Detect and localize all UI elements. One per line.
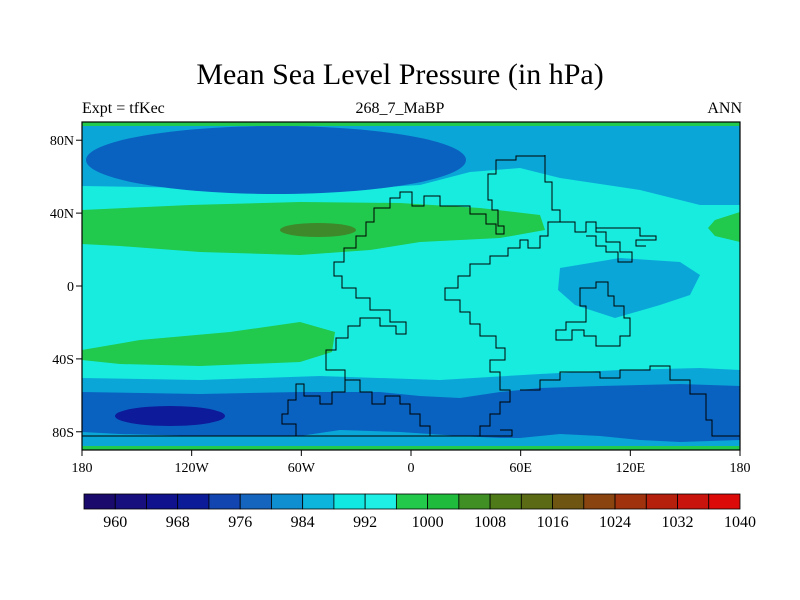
- colorbar-swatch: [239, 493, 272, 510]
- colorbar-swatch: [208, 493, 241, 510]
- colorbar-swatch: [395, 493, 429, 510]
- coastline-south-east: [520, 365, 740, 437]
- colorbar-swatch: [302, 493, 335, 510]
- colorbar-swatch: [427, 493, 460, 510]
- lat-tick-label: 80N: [50, 134, 74, 149]
- lat-tick-label: 40S: [52, 353, 74, 368]
- colorbar-swatch: [364, 493, 397, 510]
- colorbar-label: 1016: [537, 514, 569, 531]
- lon-tick-label: 180: [730, 461, 751, 476]
- lon-tick-label: 120W: [175, 461, 210, 476]
- lon-tick-label: 60W: [288, 461, 316, 476]
- ridge-1008-east: [708, 212, 740, 242]
- map-title: Mean Sea Level Pressure (in hPa): [196, 58, 604, 91]
- lon-tick-label: 0: [408, 461, 415, 476]
- colorbar-label: 968: [166, 514, 190, 531]
- colorbar-swatch: [552, 493, 585, 510]
- lat-tick-label: 80S: [52, 426, 74, 441]
- latitude-axis: 80N 40N 0 40S 80S: [50, 134, 82, 441]
- experiment-label: Expt = tfKec: [82, 100, 165, 117]
- coastline-east-strip: [596, 227, 657, 247]
- colorbar: 960 968 976 984 992 1000 1008 1016 1024 1032 1040: [83, 493, 756, 531]
- lon-tick-label: 180: [72, 461, 93, 476]
- lon-tick-label: 60E: [509, 461, 532, 476]
- coastline-cimmeria: [555, 281, 631, 347]
- coastline-east-arc: [560, 221, 633, 263]
- longitude-axis: 180 120W 60W 0 60E 120E 180: [72, 450, 751, 476]
- colorbar-label: 984: [291, 514, 315, 531]
- cell-1016: [280, 223, 356, 237]
- edge-north-1008: [82, 122, 740, 126]
- colorbar-label: 1024: [599, 514, 631, 531]
- colorbar-swatch: [645, 493, 678, 510]
- colorbar-swatch: [583, 493, 616, 510]
- colorbar-label: 960: [103, 514, 127, 531]
- region-992-east: [558, 258, 700, 318]
- lon-tick-label: 120E: [616, 461, 646, 476]
- lat-tick-label: 0: [67, 280, 74, 295]
- low-984-north: [86, 126, 466, 194]
- coastline-pangea: [82, 155, 561, 437]
- low-976-south: [115, 406, 225, 426]
- belt-984-south: [82, 384, 740, 442]
- colorbar-swatch: [708, 493, 741, 510]
- colorbar-swatch: [177, 493, 210, 510]
- period-label: 268_7_MaBP: [355, 100, 445, 117]
- colorbar-swatch: [614, 493, 647, 510]
- season-label: ANN: [707, 100, 742, 117]
- edge-south-1008: [82, 446, 740, 450]
- colorbar-swatch: [677, 493, 710, 510]
- colorbar-label: 1008: [474, 514, 506, 531]
- ridge-1008-south: [82, 322, 335, 366]
- colorbar-label: 992: [353, 514, 377, 531]
- colorbar-swatch: [520, 493, 553, 510]
- colorbar-swatch: [114, 493, 147, 510]
- coastline: [82, 155, 740, 437]
- colorbar-label: 976: [228, 514, 252, 531]
- colorbar-label: 1000: [412, 514, 444, 531]
- colorbar-swatch: [271, 493, 304, 510]
- colorbar-swatch: [458, 493, 491, 510]
- colorbar-swatch: [146, 493, 179, 510]
- contour-fill: [82, 122, 740, 450]
- colorbar-label: 1040: [724, 514, 756, 531]
- colorbar-swatch: [333, 493, 366, 510]
- colorbar-swatch: [489, 493, 522, 510]
- lat-tick-label: 40N: [50, 207, 74, 222]
- colorbar-swatch: [83, 493, 116, 510]
- colorbar-label: 1032: [662, 514, 694, 531]
